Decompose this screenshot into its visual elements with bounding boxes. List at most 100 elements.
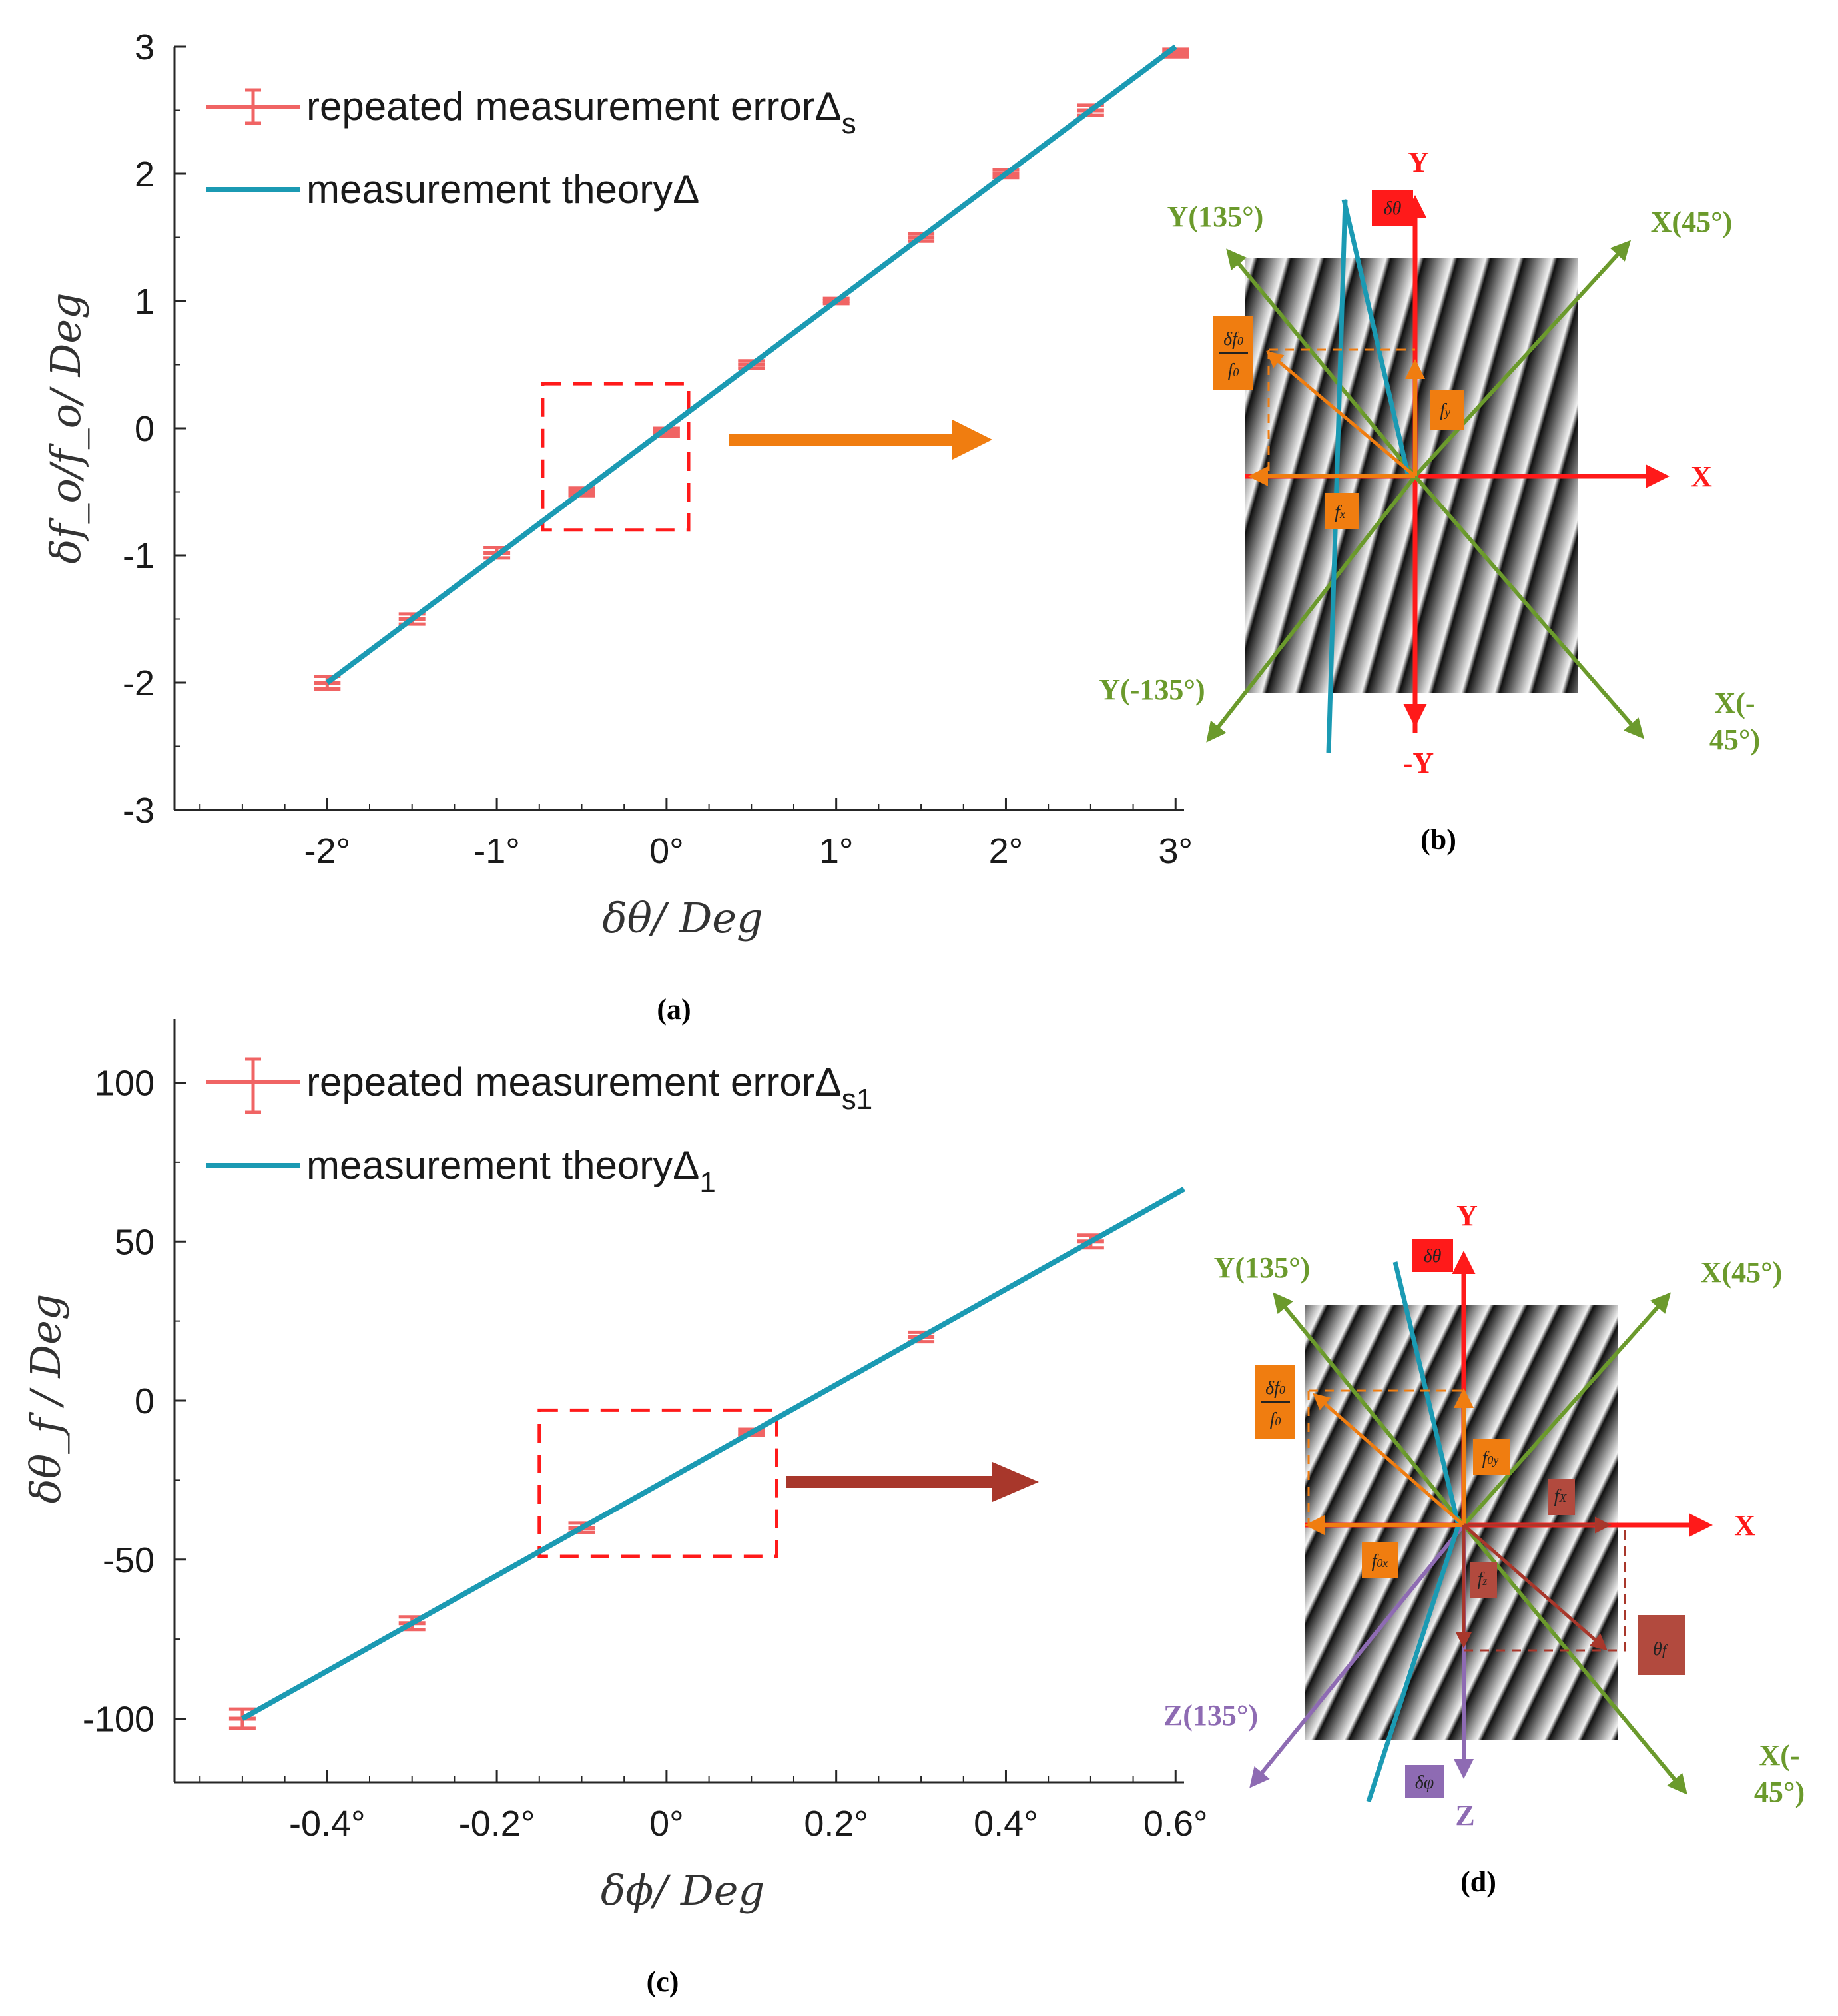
x45-arrow-b xyxy=(1413,240,1632,478)
fz-label-d: fz xyxy=(1478,1569,1488,1590)
z135-arrow-d xyxy=(1249,1524,1466,1788)
x-tick-label: -2° xyxy=(304,831,351,871)
x45-label-b: X(45°) xyxy=(1651,206,1733,238)
z-label-d: Z xyxy=(1455,1799,1474,1832)
fX-label-d: fX xyxy=(1554,1486,1568,1507)
chart-c-y-label: δθ_f / Deg xyxy=(21,1294,70,1504)
y-tick-label: -3 xyxy=(123,791,154,831)
thetaf-label-d: θf xyxy=(1653,1639,1668,1660)
y-label-b: Y xyxy=(1408,146,1429,178)
legend-entry-error: repeated measurement errorΔs1 xyxy=(306,1060,872,1116)
x-tick-label: -0.4° xyxy=(289,1804,366,1844)
thetaf-vector-d xyxy=(1462,1524,1608,1651)
fy-label-b: fy xyxy=(1440,400,1450,421)
tilt-line-d-upper xyxy=(1392,1261,1461,1526)
diagram-b: δθ δf0 f0 fy fx Y -Y X X(45°) Y(135°) Y(… xyxy=(1099,146,1760,856)
dtheta-label-b: δθ xyxy=(1384,198,1402,219)
x-tick-label: -1° xyxy=(473,831,520,871)
fz-box-d xyxy=(1470,1562,1497,1598)
legend-entry-error: repeated measurement errorΔs xyxy=(306,84,856,140)
dtheta-box-d xyxy=(1412,1239,1453,1272)
xneg45-arrow-b xyxy=(1413,475,1644,739)
x-label-d: X xyxy=(1734,1509,1755,1542)
f0y-label-d: f0y xyxy=(1482,1448,1499,1469)
zoom-box xyxy=(537,1408,779,1558)
y-tick-label: 1 xyxy=(135,282,154,322)
subfig-a-label: (a) xyxy=(657,993,691,1026)
fx-label-b: fx xyxy=(1335,502,1345,523)
x-tick-label: 0.2° xyxy=(804,1804,868,1844)
df-label-d: δf0 xyxy=(1265,1378,1285,1399)
chart-a-legend: repeated measurement errorΔs measurement… xyxy=(206,84,856,212)
y-tick-label: 3 xyxy=(135,27,154,67)
zoom-arrow-c-head xyxy=(992,1462,1039,1502)
yneg135-label-b: Y(-135°) xyxy=(1099,673,1205,706)
xneg45-label-b-1: X(- xyxy=(1714,687,1755,719)
neg-y-label-b: -Y xyxy=(1403,747,1434,779)
chart-c: -0.4° -0.2° 0° 0.2° 0.4° 0.6° -100 -50 0 50 100 re… xyxy=(21,1019,1208,1998)
dtheta-box-b xyxy=(1372,190,1413,226)
fX-box-d xyxy=(1548,1479,1575,1515)
subfig-b-label: (b) xyxy=(1420,823,1456,856)
yneg135-arrow-b xyxy=(1206,475,1417,743)
x-tick-label: 0.4° xyxy=(974,1804,1038,1844)
dphi-box-d xyxy=(1405,1765,1444,1798)
x-tick-label: 3° xyxy=(1158,831,1193,871)
x-tick-label: -0.2° xyxy=(459,1804,535,1844)
y135-arrow-b xyxy=(1226,248,1417,478)
chart-c-legend: repeated measurement errorΔs1 measuremen… xyxy=(206,1057,872,1199)
xneg45-label-d-1: X(- xyxy=(1759,1739,1799,1772)
y-tick-label: -2 xyxy=(123,663,154,703)
dtheta-label-d: δθ xyxy=(1424,1246,1442,1267)
x-tick-label: 2° xyxy=(989,831,1024,871)
f0y-box-d xyxy=(1473,1439,1510,1475)
f0x-label-d: f0x xyxy=(1372,1551,1388,1572)
chart-a-y-label: δf_o/f_o/ Deg xyxy=(41,292,90,563)
xneg45-label-d-2: 45°) xyxy=(1754,1776,1805,1808)
fy-box-b xyxy=(1430,390,1464,430)
tilt-line-b-upper xyxy=(1341,199,1411,477)
f0-vector-d xyxy=(1313,1393,1465,1526)
x-tick-label: 1° xyxy=(819,831,854,871)
xneg45-label-b-2: 45°) xyxy=(1709,723,1760,756)
x-tick-label: 0° xyxy=(649,1804,684,1844)
chart-c-plot-area xyxy=(174,1019,1184,1782)
theory-line xyxy=(240,1186,1185,1721)
chart-a-x-label: δθ/ Deg xyxy=(602,894,763,942)
thetaf-box-d xyxy=(1638,1615,1685,1675)
f0-vector-b xyxy=(1266,350,1416,478)
y135-label-d: Y(135°) xyxy=(1214,1251,1311,1284)
subfig-c-label: (c) xyxy=(647,1965,679,1998)
theory-line xyxy=(325,44,1177,685)
y-tick-label: 50 xyxy=(115,1222,154,1262)
y135-arrow-d xyxy=(1273,1292,1466,1526)
x-tick-label: 0° xyxy=(649,831,684,871)
f0-label-d: f0 xyxy=(1270,1409,1281,1430)
f0x-box-d xyxy=(1362,1542,1398,1578)
zoom-arrow-a-head xyxy=(952,420,992,460)
y-tick-label: 2 xyxy=(135,155,154,194)
y-tick-label: -50 xyxy=(103,1540,154,1580)
zoom-box xyxy=(541,382,691,532)
legend-entry-theory: measurement theoryΔ xyxy=(306,167,699,212)
y-tick-label: -1 xyxy=(123,536,154,576)
x45-label-d: X(45°) xyxy=(1701,1256,1783,1289)
x45-arrow-d xyxy=(1462,1292,1671,1526)
fx-box-b xyxy=(1325,493,1359,529)
y-label-d: Y xyxy=(1456,1199,1478,1232)
df-label-b: δf0 xyxy=(1223,329,1243,350)
tilt-line-d-lower xyxy=(1366,1524,1461,1803)
y-tick-label: 0 xyxy=(135,409,154,449)
f0-label-b: f0 xyxy=(1228,360,1239,381)
y-tick-label: 100 xyxy=(95,1064,154,1104)
xneg45-arrow-d xyxy=(1462,1524,1687,1795)
dphi-label-d: δφ xyxy=(1415,1772,1434,1793)
z135-label-d: Z(135°) xyxy=(1163,1699,1258,1732)
subfig-d-label: (d) xyxy=(1460,1865,1496,1898)
x-tick-label: 0.6° xyxy=(1143,1804,1208,1844)
diagram-d: δθ δf0 f0 f0y f0x fX fz θf δφ Y X Z X(45… xyxy=(1163,1199,1805,1898)
dashed-guide-d-brown xyxy=(1464,1525,1626,1652)
y-tick-label: 0 xyxy=(135,1381,154,1421)
y135-label-b: Y(135°) xyxy=(1167,200,1264,233)
